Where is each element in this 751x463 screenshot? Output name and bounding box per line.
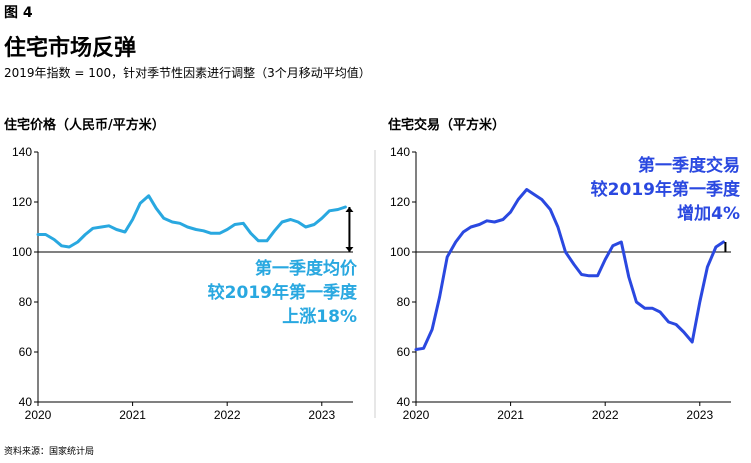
- y-tick-label: 100: [12, 245, 32, 259]
- right-chart: 40 60 80 100 120 140 2020 2021 2022 2023 第一季度交易较20…: [390, 145, 741, 422]
- x-tick-label: 2023: [686, 408, 713, 422]
- y-tick-label: 100: [390, 245, 410, 259]
- y-tick-label: 80: [397, 295, 411, 309]
- x-tick-label: 2020: [25, 408, 52, 422]
- y-tick-label: 120: [12, 195, 32, 209]
- y-tick-label: 60: [19, 345, 33, 359]
- x-tick-label: 2020: [403, 408, 430, 422]
- x-tick-label: 2023: [308, 408, 335, 422]
- annotation-line: 第一季度交易: [638, 155, 740, 176]
- y-tick-label: 40: [397, 395, 411, 409]
- y-tick-label: 140: [390, 145, 410, 159]
- series-line: [36, 194, 347, 249]
- x-tick-label: 2021: [497, 408, 524, 422]
- series-line: [414, 188, 725, 351]
- y-tick-label: 80: [19, 295, 33, 309]
- change-marker-arrow-up: [345, 207, 354, 212]
- y-tick-label: 120: [390, 195, 410, 209]
- page-title: 住宅市场反弹: [4, 35, 137, 61]
- left-chart: 40 60 80 100 120 140 2020 2021 2022 2023 第一季度均价较20…: [12, 145, 358, 422]
- x-tick-label: 2022: [214, 408, 241, 422]
- y-tick-label: 40: [19, 395, 33, 409]
- x-tick-label: 2021: [119, 408, 146, 422]
- annotation-line: 第一季度均价: [255, 258, 358, 279]
- annotation-line: 上涨18%: [282, 307, 357, 327]
- annotation-line: 增加4%: [677, 203, 740, 224]
- change-marker-arrow-down: [345, 247, 354, 252]
- figure-label: 图 4: [4, 5, 33, 21]
- y-tick-label: 140: [12, 145, 32, 159]
- source-note: 资料来源：国家统计局: [4, 447, 95, 457]
- left-chart-title: 住宅价格（人民币/平方米）: [4, 118, 165, 133]
- right-chart-title: 住宅交易（平方米）: [388, 118, 506, 133]
- x-tick-label: 2022: [592, 408, 619, 422]
- annotation-line: 较2019年第一季度: [591, 179, 741, 200]
- annotation-line: 较2019年第一季度: [208, 282, 358, 303]
- subtitle: 2019年指数 = 100，针对季节性因素进行调整（3个月移动平均值）: [4, 66, 371, 80]
- y-tick-label: 60: [397, 345, 411, 359]
